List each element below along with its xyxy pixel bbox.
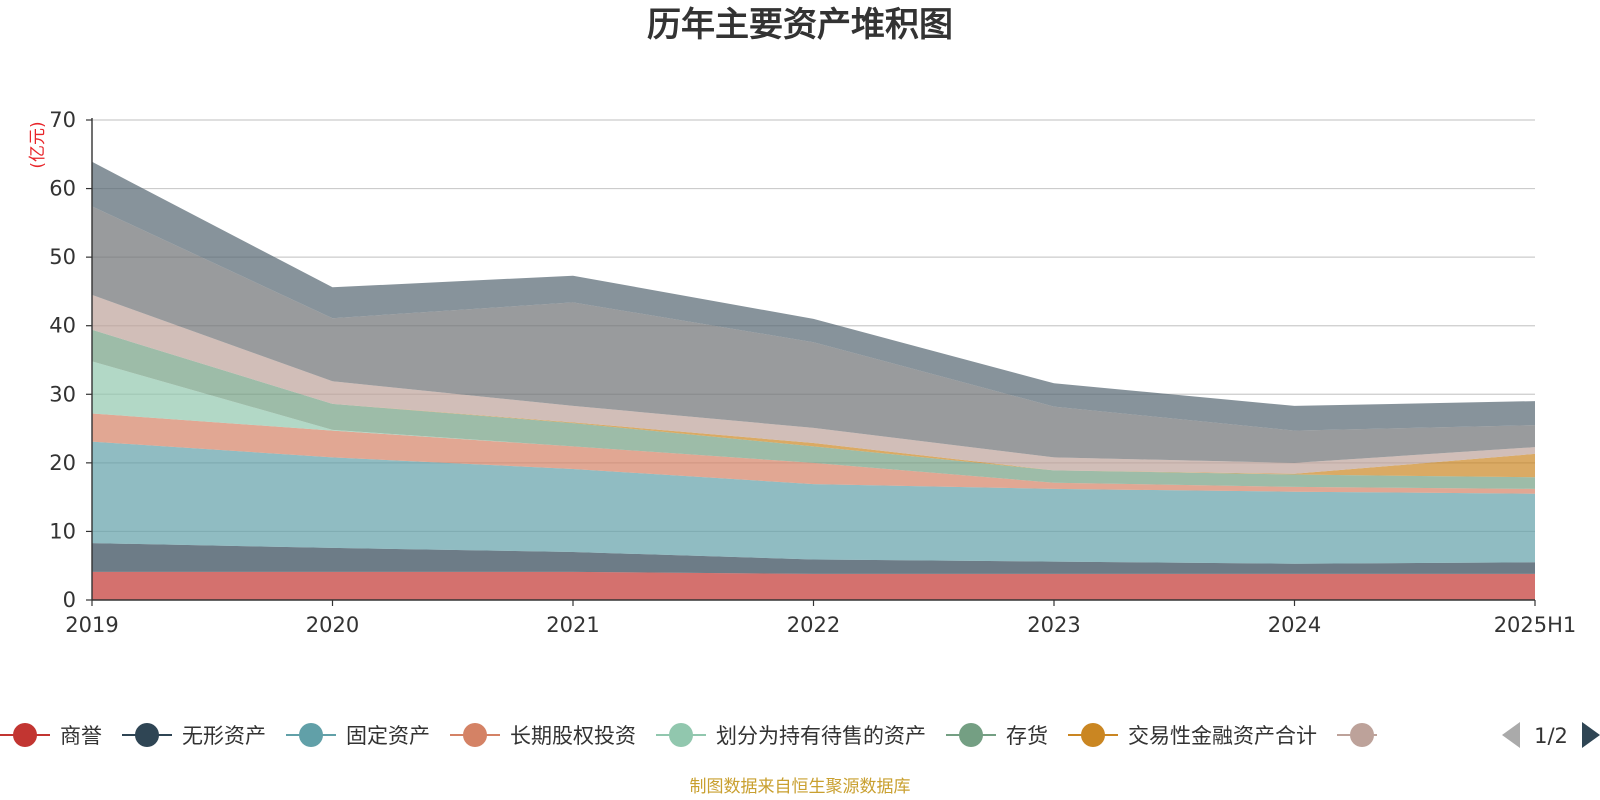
next-page-arrow-icon[interactable] [1582,722,1600,748]
legend-label: 固定资产 [346,724,430,748]
area-series-无形资产[interactable] [92,543,1535,574]
legend-marker [1081,723,1105,747]
legend-pager[interactable]: 1/2 [1502,722,1600,748]
legend-item-partial[interactable] [1337,723,1387,747]
x-tick-label: 2024 [1268,613,1321,637]
legend-item-固定资产[interactable]: 固定资产 [286,723,430,748]
legend-label: 存货 [1006,724,1048,748]
x-tick-label: 2021 [546,613,599,637]
y-axis-unit-label: (亿元) [28,121,48,168]
y-tick-label: 0 [63,588,76,612]
area-series[interactable] [92,161,1535,600]
area-series-unnamed-7[interactable] [92,294,1535,474]
legend-marker [299,723,323,747]
y-tick-label: 20 [49,451,76,475]
legend-marker [959,723,983,747]
y-tick-label: 60 [49,177,76,201]
legend-marker [463,723,487,747]
prev-page-arrow-icon[interactable] [1502,722,1520,748]
legend-item-交易性金融资产合计[interactable]: 交易性金融资产合计 [1068,723,1317,748]
x-tick-label: 2023 [1027,613,1080,637]
area-series-长期股权投资[interactable] [92,413,1535,494]
chart-title: 历年主要资产堆积图 [647,5,953,45]
legend-page-indicator: 1/2 [1534,724,1568,748]
legend-marker [669,723,693,747]
legend-item-存货[interactable]: 存货 [946,723,1048,748]
legend-item-无形资产[interactable]: 无形资产 [122,723,266,748]
y-tick-label: 10 [49,519,76,543]
area-series-unnamed-8[interactable] [92,206,1535,463]
axes: 0 10 20 30 40 50 60 70 2019 2020 2021 2022 2023 2024 2… [49,108,1576,637]
x-tick-label: 2020 [306,613,359,637]
legend-label: 划分为持有待售的资产 [716,724,926,748]
x-tick-label: 2022 [787,613,840,637]
area-series-商誉[interactable] [92,571,1535,600]
legend-item-划分为持有待售的资产[interactable]: 划分为持有待售的资产 [656,723,926,748]
legend-item-长期股权投资[interactable]: 长期股权投资 [450,723,636,748]
x-tick-label: 2025H1 [1494,613,1577,637]
area-series-固定资产[interactable] [92,441,1535,564]
legend-marker [135,723,159,747]
legend-label: 长期股权投资 [510,724,636,748]
area-series-存货[interactable] [92,329,1535,489]
y-tick-label: 30 [49,382,76,406]
data-source-footer: 制图数据来自恒生聚源数据库 [690,777,911,797]
area-series-unnamed-9[interactable] [92,161,1535,431]
legend-item-商誉[interactable]: 商誉 [0,723,102,748]
y-tick-label: 70 [49,108,76,132]
legend-marker [13,723,37,747]
legend-label: 商誉 [60,724,102,748]
legend-label: 交易性金融资产合计 [1128,724,1317,748]
y-tick-label: 40 [49,314,76,338]
legend-marker [1350,723,1374,747]
y-tick-label: 50 [49,245,76,269]
legend-label: 无形资产 [182,724,266,748]
x-tick-label: 2019 [65,613,118,637]
legend[interactable]: 商誉 无形资产 固定资产 长期股权投资 划分为持有待售的资产 存货 交易性金融资产合计 1/2 [0,722,1600,748]
